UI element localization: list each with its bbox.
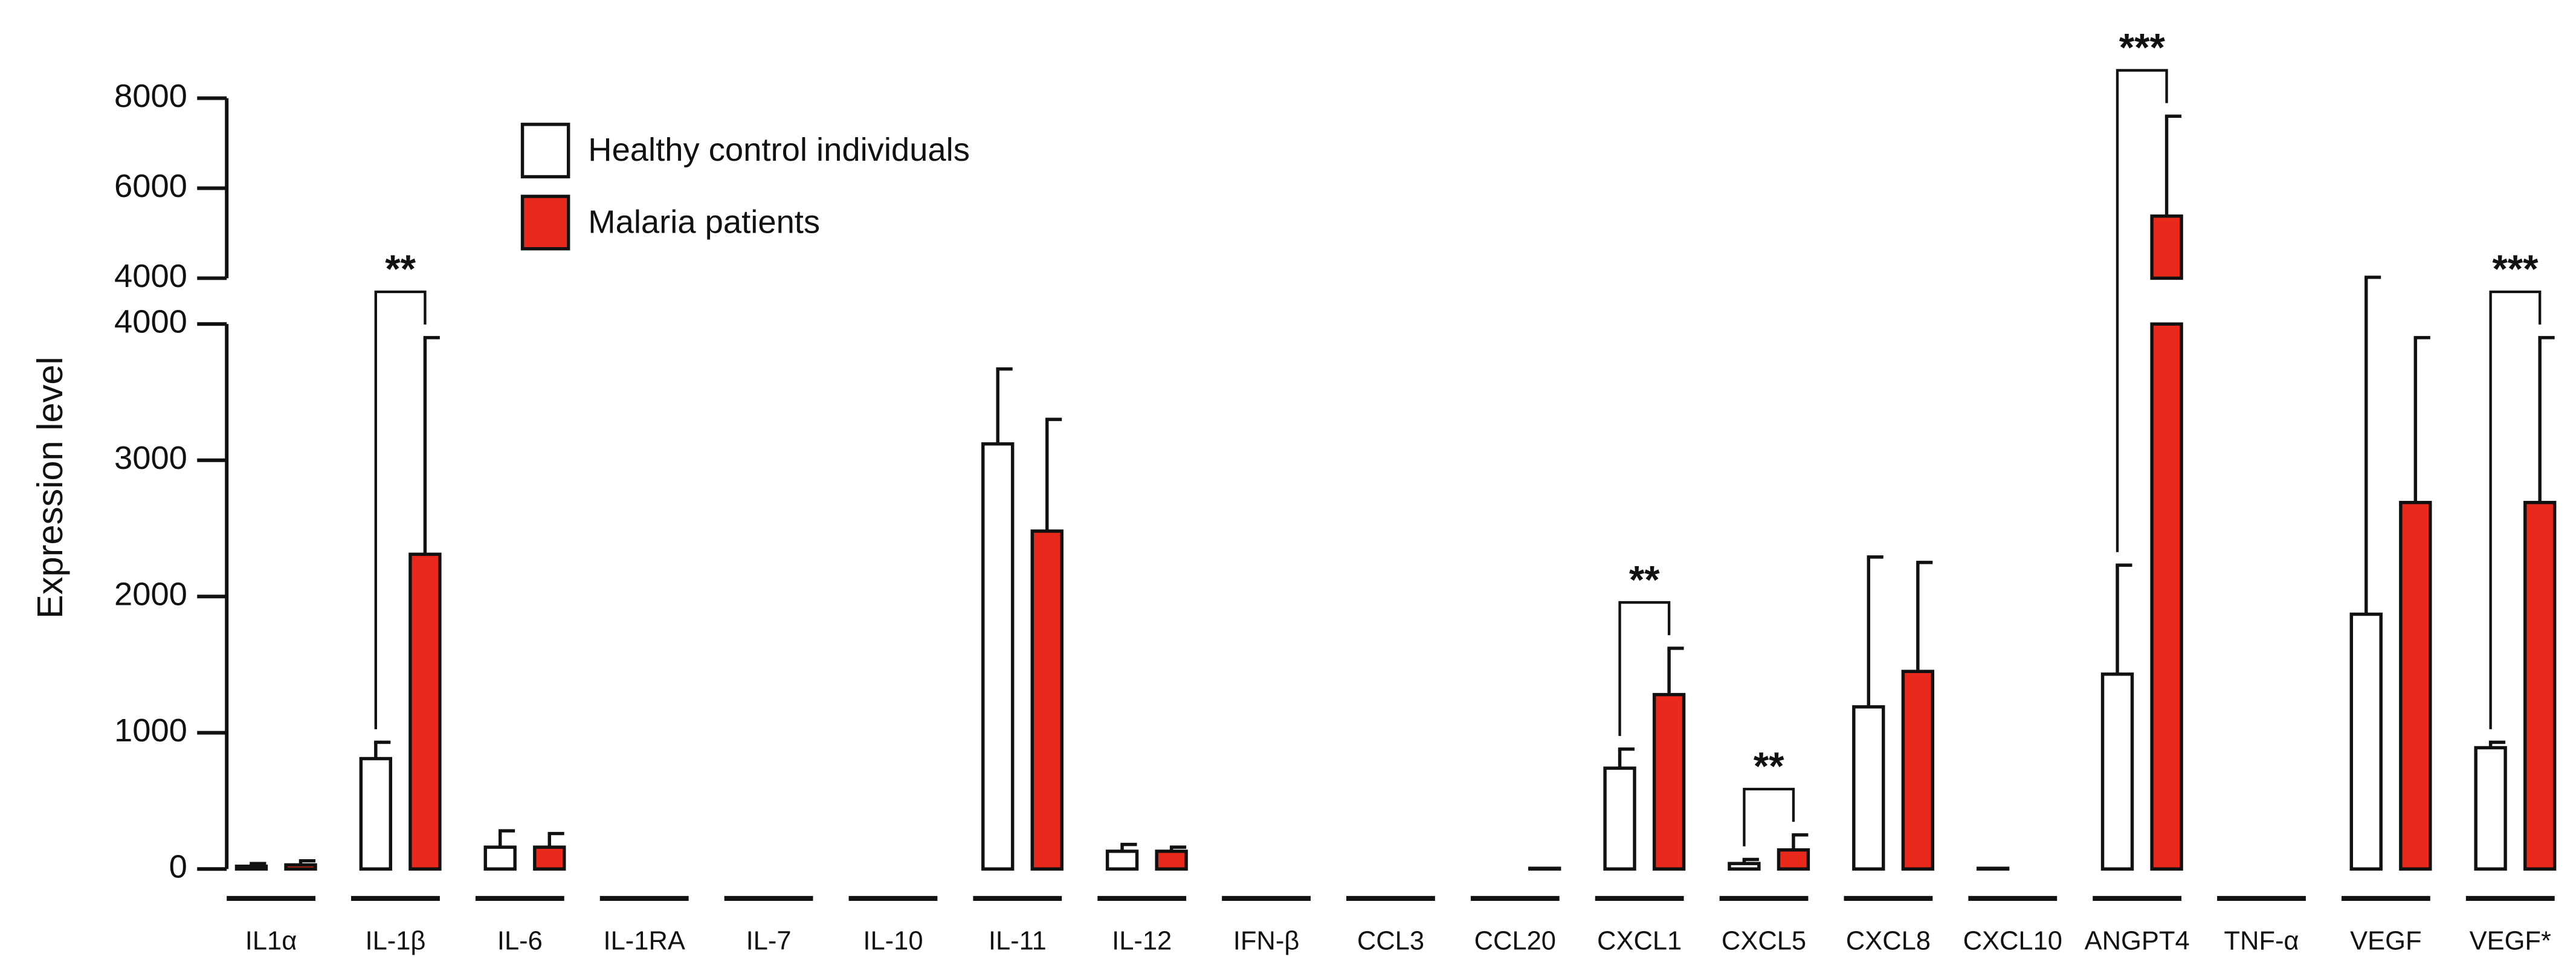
significance-bracket [1743, 787, 1795, 846]
significance-label: ** [385, 247, 416, 291]
x-tick-label: CXCL8 [1846, 927, 1931, 956]
bar [2349, 612, 2383, 871]
significance-bracket [2489, 290, 2542, 729]
bar [1976, 866, 2010, 871]
bar [2399, 500, 2432, 871]
significance-bracket [1618, 601, 1671, 737]
legend-label: Malaria patients [588, 203, 820, 240]
bar [359, 756, 393, 871]
y-tick-label: 0 [169, 848, 187, 885]
x-tick-label: VEGF* [2470, 927, 2551, 956]
bar [284, 863, 317, 871]
x-tick-label: IL-1β [365, 927, 425, 956]
x-tick-label: VEGF [2350, 927, 2421, 956]
x-tick-label: CXCL1 [1597, 927, 1682, 956]
y-tick-label: 3000 [114, 439, 187, 476]
y-axis-title: Expression level [30, 356, 70, 619]
bar [1728, 862, 1761, 871]
significance-bracket [2116, 69, 2168, 552]
bar [981, 442, 1015, 871]
bar [1652, 692, 1686, 871]
significance-label: ** [1629, 558, 1660, 602]
bar [1852, 705, 1885, 871]
bar [234, 864, 268, 871]
bar [1105, 850, 1139, 871]
bar [1901, 669, 1935, 871]
x-tick-label: IL-10 [863, 927, 923, 956]
x-tick-label: CXCL5 [1722, 927, 1806, 956]
x-tick-label: CXCL10 [1963, 927, 2062, 956]
x-tick-label: CCL3 [1357, 927, 1424, 956]
significance-label: ** [1754, 744, 1784, 788]
y-tick-label: 1000 [114, 712, 187, 749]
bar [1603, 766, 1636, 871]
legend-swatch [520, 195, 570, 251]
significance-label: *** [2119, 25, 2166, 69]
x-tick-label: IL-11 [989, 927, 1047, 956]
significance-bracket [374, 290, 427, 729]
x-tick-label: CCL20 [1474, 927, 1556, 956]
y-tick-label: 2000 [114, 576, 187, 613]
x-tick-label: IL-12 [1112, 927, 1172, 956]
bar [408, 552, 442, 871]
significance-label: *** [2492, 247, 2539, 291]
y-tick-label-upper: 8000 [114, 77, 187, 114]
legend-swatch [520, 123, 570, 179]
x-tick-label: IL-7 [746, 927, 792, 956]
bar [1777, 848, 1810, 871]
bar-upper [2150, 214, 2183, 280]
y-tick-label-upper: 4000 [114, 257, 187, 294]
plot-area: 0 1000 2000 3000 4000 4000 6000 8000 Expression … [30, 25, 2557, 956]
legend-label: Healthy control individuals [588, 131, 970, 168]
bar [483, 845, 517, 871]
bar [2523, 500, 2557, 871]
bar [533, 845, 566, 871]
x-tick-label: IL1α [245, 927, 297, 956]
x-tick-label: IL-1RA [604, 927, 685, 956]
y-tick-label: 4000 [114, 303, 187, 340]
x-tick-label: ANGPT4 [2085, 927, 2190, 956]
x-tick-label: IFN-β [1233, 927, 1300, 956]
bar [2150, 322, 2183, 871]
bar [1030, 529, 1064, 871]
x-tick-label: TNF-α [2224, 927, 2299, 956]
x-tick-label: IL-6 [497, 927, 543, 956]
bar [2100, 672, 2134, 871]
bar [2474, 746, 2507, 871]
bar [1528, 866, 1561, 871]
bar [1155, 850, 1188, 871]
y-tick-label-upper: 6000 [114, 167, 187, 204]
